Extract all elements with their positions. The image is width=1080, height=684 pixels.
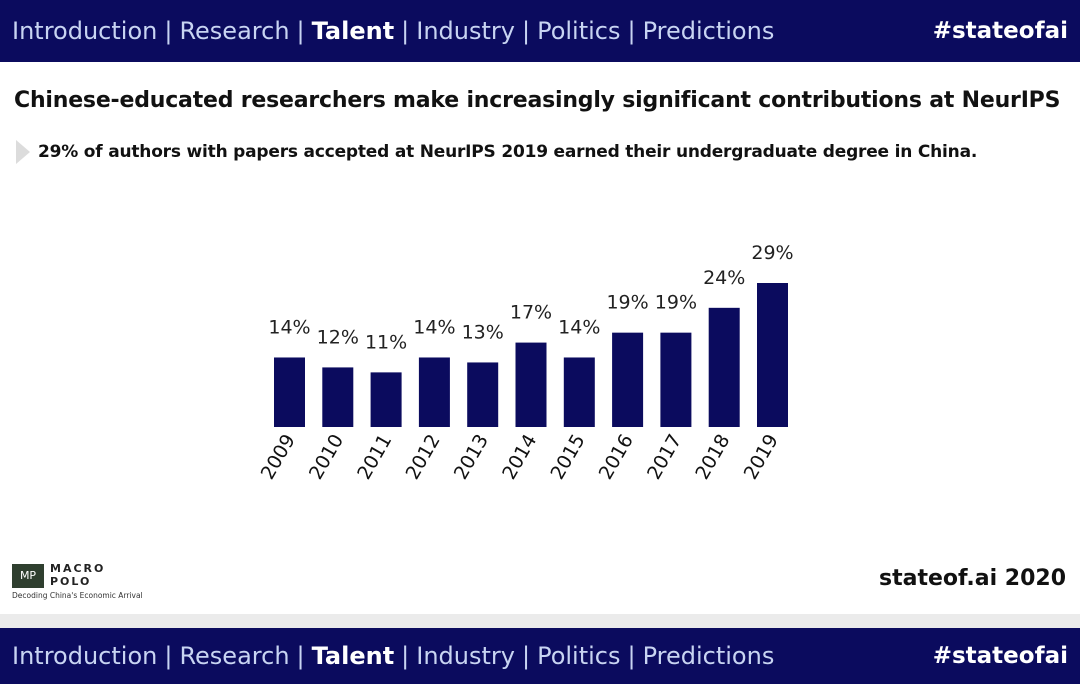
- nav-separator: |: [296, 642, 305, 670]
- bullet-triangle-icon: [16, 140, 30, 164]
- macro-polo-mark-icon: MP: [12, 564, 44, 588]
- bar-2013: [467, 362, 499, 427]
- bar-2011: [370, 372, 402, 427]
- nav-separator: |: [164, 642, 173, 670]
- nav-link-predictions[interactable]: Predictions: [642, 17, 775, 45]
- nav-link-politics[interactable]: Politics: [537, 17, 621, 45]
- bottom-nav-links: Introduction | Research | Talent | Industry | Po…: [12, 642, 774, 670]
- value-label-2015: 14%: [558, 316, 600, 338]
- value-label-2019: 29%: [751, 242, 793, 264]
- value-label-2016: 19%: [606, 292, 648, 314]
- nav-link-research[interactable]: Research: [179, 17, 290, 45]
- value-label-2014: 17%: [510, 302, 552, 324]
- year-label-2013: 2013: [450, 431, 493, 484]
- nav-link-industry[interactable]: Industry: [416, 17, 515, 45]
- nav-separator: |: [521, 642, 531, 670]
- top-hashtag: #stateofai: [932, 18, 1068, 44]
- nav-link-introduction[interactable]: Introduction: [12, 642, 158, 670]
- footer-divider-band: [0, 614, 1080, 628]
- nav-separator: |: [627, 17, 636, 45]
- bar-2018: [708, 307, 740, 427]
- top-nav-links: Introduction | Research | Talent | Industry | Po…: [12, 17, 774, 45]
- bar-2014: [515, 342, 547, 427]
- value-label-2013: 13%: [462, 321, 504, 343]
- subtitle-row: 29% of authors with papers accepted at N…: [16, 140, 977, 164]
- value-label-2018: 24%: [703, 267, 745, 289]
- value-label-2012: 14%: [413, 316, 455, 338]
- bar-2015: [563, 357, 595, 427]
- nav-link-research[interactable]: Research: [179, 642, 290, 670]
- bottom-nav-bar: Introduction | Research | Talent | Industry | Po…: [0, 628, 1080, 684]
- value-label-2011: 11%: [365, 331, 407, 353]
- logo-name: MACRO POLO: [50, 562, 105, 588]
- bar-2016: [612, 332, 644, 427]
- bar-2017: [660, 332, 692, 427]
- year-label-2015: 2015: [546, 431, 589, 484]
- value-label-2010: 12%: [317, 326, 359, 348]
- nav-separator: |: [521, 17, 531, 45]
- year-label-2017: 2017: [643, 431, 686, 484]
- slide-title: Chinese-educated researchers make increa…: [14, 88, 1061, 113]
- nav-link-talent[interactable]: Talent: [311, 642, 395, 670]
- bar-chart: 14% 2009 12% 2010 11% 2011 14% 2012 13% 2013 17% 20…: [257, 242, 794, 484]
- year-label-2012: 2012: [401, 431, 444, 484]
- top-nav-bar: Introduction | Research | Talent | Industry | Po…: [0, 0, 1080, 62]
- nav-separator: |: [164, 17, 173, 45]
- logo-tagline: Decoding China's Economic Arrival: [12, 591, 143, 600]
- bar-2019: [757, 283, 788, 427]
- nav-link-politics[interactable]: Politics: [537, 642, 621, 670]
- value-label-2009: 14%: [268, 316, 310, 338]
- bar-2010: [322, 367, 354, 427]
- nav-separator: |: [401, 642, 410, 670]
- nav-separator: |: [401, 17, 410, 45]
- year-label-2019: 2019: [740, 431, 783, 484]
- bottom-hashtag: #stateofai: [932, 643, 1068, 669]
- nav-separator: |: [296, 17, 305, 45]
- logo-name-line2: POLO: [50, 575, 92, 588]
- macro-polo-logo: MP MACRO POLO Decoding China's Economic …: [12, 562, 143, 602]
- year-label-2009: 2009: [257, 431, 300, 484]
- nav-separator: |: [627, 642, 636, 670]
- value-label-2017: 19%: [655, 292, 697, 314]
- bar-2012: [418, 357, 450, 427]
- year-label-2011: 2011: [353, 431, 396, 484]
- year-label-2014: 2014: [498, 431, 541, 484]
- slide-subtitle: 29% of authors with papers accepted at N…: [38, 142, 978, 162]
- year-label-2016: 2016: [595, 431, 638, 484]
- footer-credit: stateof.ai 2020: [878, 566, 1066, 591]
- nav-link-predictions[interactable]: Predictions: [642, 642, 775, 670]
- nav-link-talent[interactable]: Talent: [311, 17, 395, 45]
- nav-link-introduction[interactable]: Introduction: [12, 17, 158, 45]
- bar-2009: [274, 357, 305, 427]
- nav-link-industry[interactable]: Industry: [416, 642, 515, 670]
- year-label-2010: 2010: [305, 431, 348, 484]
- logo-name-line1: MACRO: [50, 562, 106, 575]
- year-label-2018: 2018: [691, 431, 734, 484]
